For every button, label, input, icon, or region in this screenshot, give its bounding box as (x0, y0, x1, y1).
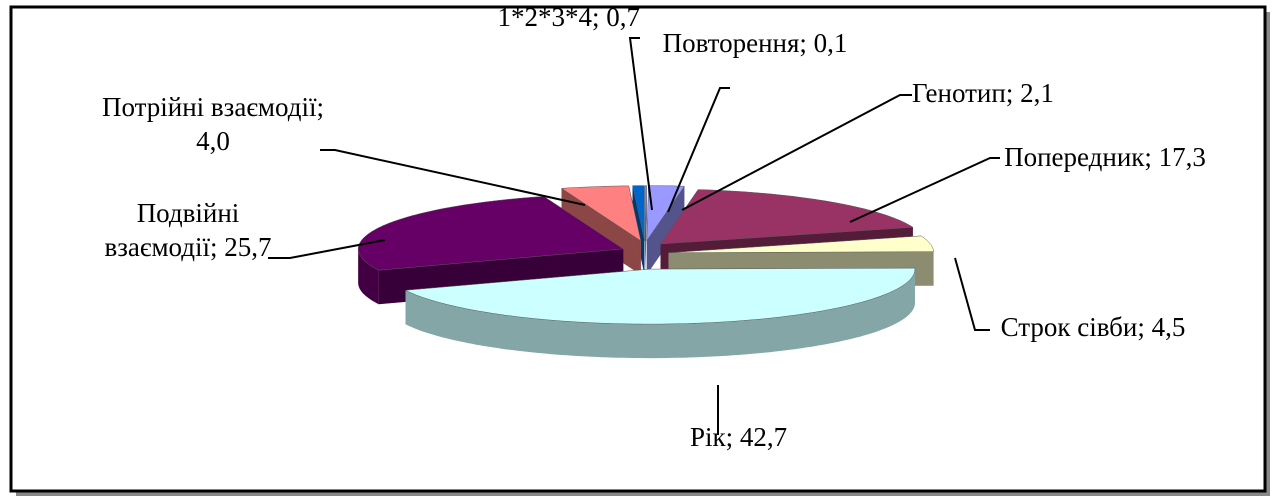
label-part: ; (1005, 78, 1021, 108)
pie (357, 185, 934, 359)
label-part: 42,7 (739, 422, 788, 452)
label-part: ; (210, 232, 225, 262)
slice (632, 185, 645, 241)
label-part: Потрійні взаємодії (102, 92, 317, 122)
slice-wall (646, 186, 685, 275)
slice-wall-shade (645, 185, 647, 275)
slice-side (405, 269, 915, 359)
data-label: 1*2*3*4; 0,7 (400, 0, 640, 34)
label-part: ; (1144, 142, 1159, 172)
label-part: ; (725, 422, 740, 452)
label-part: Рік (690, 422, 726, 452)
label-part: 4,5 (1151, 312, 1186, 342)
label-part: 4,0 (196, 126, 230, 156)
label-part: Повторення (662, 28, 800, 58)
slice (404, 267, 916, 325)
data-label: Генотип; 2,1 (912, 76, 1172, 110)
data-label: Строк сівби; 4,5 (988, 310, 1198, 344)
data-label: Рік; 42,7 (690, 420, 950, 454)
data-label: Повторення; 0,1 (650, 26, 860, 60)
data-label: Потрійні взаємодії; 4,0 (88, 90, 338, 158)
slice (644, 185, 648, 241)
leader-line (667, 87, 730, 213)
label-part: ; (1137, 312, 1152, 342)
label-part: Строк сівби (1000, 312, 1138, 342)
label-part: ; (799, 28, 814, 58)
label-part: Генотип (912, 78, 1006, 108)
slice (660, 189, 914, 245)
slice-side (358, 248, 379, 305)
leader-line (320, 149, 586, 206)
leader-line (849, 157, 1000, 223)
label-part: 0,1 (813, 28, 848, 58)
data-label: Попередник; 17,3 (990, 140, 1220, 174)
slice-wall-shade (646, 186, 685, 275)
label-part: Попередник (1004, 142, 1145, 172)
slice-wall (645, 185, 647, 275)
leader-line (628, 37, 653, 211)
slice-side-shade (358, 248, 379, 305)
slice-side-shade (405, 269, 915, 359)
label-part: 0,7 (606, 2, 640, 32)
label-part: 17,3 (1158, 142, 1206, 172)
leader-line (681, 94, 912, 211)
label-part: 2,1 (1020, 78, 1054, 108)
label-part: 25,7 (224, 232, 272, 262)
label-part: ; (591, 2, 607, 32)
leader-lines (268, 37, 1000, 435)
slice (646, 185, 685, 242)
slice (668, 235, 934, 253)
slice (560, 185, 642, 242)
slice (357, 196, 624, 271)
leader-line (268, 239, 386, 259)
label-part: ; (316, 92, 324, 122)
data-label: Подвійні взаємодії; 25,7 (88, 196, 288, 264)
label-part: Подвійні взаємодії (104, 198, 240, 262)
leader-line (954, 257, 990, 331)
label-part: 1*2*3*4 (497, 2, 592, 32)
